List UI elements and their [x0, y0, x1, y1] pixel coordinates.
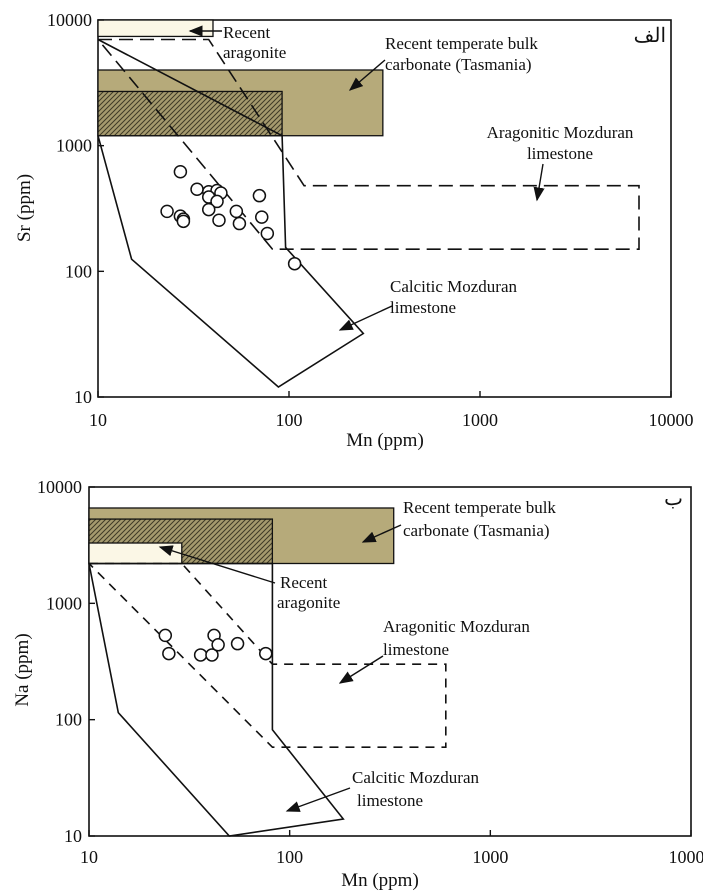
region-calcitic-field	[97, 38, 365, 388]
y-tick-label: 1000	[56, 136, 92, 156]
data-point	[230, 636, 245, 651]
annotation-aragonitic-bottom: Aragonitic Mozduran limestone	[338, 617, 530, 684]
x-tick-label: 1000	[472, 847, 508, 867]
data-point	[201, 202, 216, 217]
data-point	[255, 210, 269, 224]
data-point	[210, 194, 224, 209]
data-point	[232, 216, 247, 231]
annotation-line: limestone	[357, 791, 423, 810]
region-recent-aragonite	[97, 19, 214, 38]
annotation-arrow	[338, 305, 393, 331]
panel-bottom: 1010010001000010000100010010 ب Mn (ppm) …	[12, 477, 703, 891]
annotation-arrow	[158, 545, 276, 584]
x-axis-label-top: Mn (ppm)	[346, 430, 424, 451]
annotation-tasmania-top: Recent temperate bulk carbonate (Tasmani…	[348, 34, 538, 91]
data-point	[190, 182, 204, 196]
annotation-arrow	[338, 655, 384, 684]
annotation-line: Aragonitic Mozduran	[383, 617, 530, 636]
data-point	[229, 204, 244, 219]
annotation-calcitic-top: Calcitic Mozduran limestone	[338, 277, 517, 331]
annotation-calcitic-bottom: Calcitic Mozduran limestone	[285, 768, 479, 812]
annotation-line: aragonite	[277, 593, 340, 612]
data-point	[260, 226, 275, 241]
y-tick-label: 100	[55, 710, 82, 730]
data-point	[162, 646, 176, 661]
annotation-line: Recent temperate bulk	[385, 34, 538, 53]
annotation-line: Aragonitic Mozduran	[487, 123, 634, 142]
data-point	[176, 214, 191, 229]
y-axis-label-bottom: Na (ppm)	[12, 633, 33, 706]
data-point	[212, 213, 226, 227]
annotation-line: carbonate (Tasmania)	[385, 55, 532, 74]
x-tick-label: 10	[89, 410, 107, 430]
annotation-line: limestone	[390, 298, 456, 317]
region-tasmania-hatched	[97, 90, 283, 137]
annotation-line: Calcitic Mozduran	[390, 277, 517, 296]
x-tick-label: 10000	[649, 410, 694, 430]
x-tick-label: 10000	[669, 847, 703, 867]
data-point	[287, 256, 302, 271]
x-tick-label: 100	[276, 847, 303, 867]
annotation-recent-aragonite-top: Recent aragonite	[188, 23, 286, 62]
data-point	[193, 648, 208, 662]
x-tick-label: 10	[80, 847, 98, 867]
data-point	[158, 628, 173, 643]
x-axis-label-bottom: Mn (ppm)	[341, 870, 419, 891]
y-tick-label: 10000	[47, 10, 92, 30]
annotation-recent-aragonite-bottom: Recent aragonite	[158, 545, 340, 612]
region-calcitic-field	[88, 562, 345, 837]
annotation-line: carbonate (Tasmania)	[403, 521, 550, 540]
y-tick-label: 1000	[46, 593, 82, 613]
panel-label-bottom: ب	[664, 488, 683, 510]
x-tick-label: 1000	[462, 410, 498, 430]
annotation-line: aragonite	[223, 43, 286, 62]
panel-label-top: الف	[634, 25, 666, 47]
data-point	[160, 204, 174, 219]
x-tick-label: 100	[276, 410, 303, 430]
annotation-arrow	[348, 59, 386, 91]
annotation-line: Recent	[223, 23, 270, 42]
annotation-arrow	[285, 787, 351, 812]
data-point	[211, 638, 225, 652]
y-axis-label-top: Sr (ppm)	[14, 174, 35, 242]
y-tick-label: 10	[74, 387, 92, 407]
data-point	[252, 188, 267, 203]
y-tick-label: 10	[64, 826, 82, 846]
region-recent-aragonite	[88, 542, 183, 565]
y-tick-label: 10000	[37, 477, 82, 497]
annotation-line: Recent temperate bulk	[403, 498, 556, 517]
data-point	[258, 646, 273, 661]
annotation-line: Calcitic Mozduran	[352, 768, 479, 787]
data-point	[173, 165, 188, 179]
annotation-line: Recent	[280, 573, 327, 592]
annotation-arrow	[361, 524, 402, 543]
annotation-arrow	[533, 163, 545, 202]
region-aragonitic-field	[88, 562, 447, 749]
annotation-line: limestone	[527, 144, 593, 163]
data-point	[205, 648, 219, 662]
annotation-tasmania-bottom: Recent temperate bulk carbonate (Tasmani…	[361, 498, 556, 543]
annotation-aragonitic-top: Aragonitic Mozduran limestone	[487, 123, 634, 202]
panel-top: 10 100 1000 10000 10 100 1000 10000 الف Mn (ppm…	[14, 10, 694, 451]
annotation-line: limestone	[383, 640, 449, 659]
y-tick-label: 100	[65, 261, 92, 281]
region-aragonitic-field	[97, 38, 640, 250]
